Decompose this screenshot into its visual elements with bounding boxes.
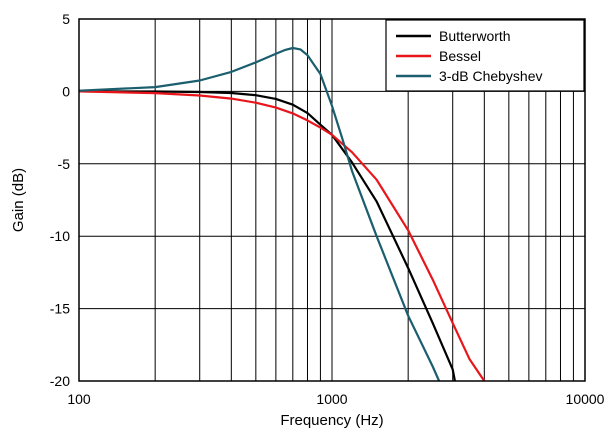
series-line-3-db-chebyshev	[79, 48, 439, 381]
x-tick-label: 100	[67, 391, 91, 407]
series-lines	[79, 48, 484, 381]
y-tick-label: -20	[50, 373, 70, 389]
legend-label: Bessel	[439, 48, 481, 64]
legend-label: Butterworth	[439, 28, 511, 44]
legend-label: 3-dB Chebyshev	[439, 68, 543, 84]
y-tick-label: -5	[58, 156, 71, 172]
y-axis-title: Gain (dB)	[10, 168, 27, 232]
y-tick-label: 0	[62, 83, 70, 99]
x-tick-label: 1000	[316, 391, 347, 407]
y-tick-label: 5	[62, 11, 70, 27]
x-axis-title: Frequency (Hz)	[280, 412, 383, 429]
legend: Butterworth Bessel 3-dB Chebyshev	[386, 20, 584, 91]
x-tick-label: 10000	[566, 391, 605, 407]
y-tick-label: -10	[50, 228, 70, 244]
y-tick-label: -15	[50, 301, 70, 317]
